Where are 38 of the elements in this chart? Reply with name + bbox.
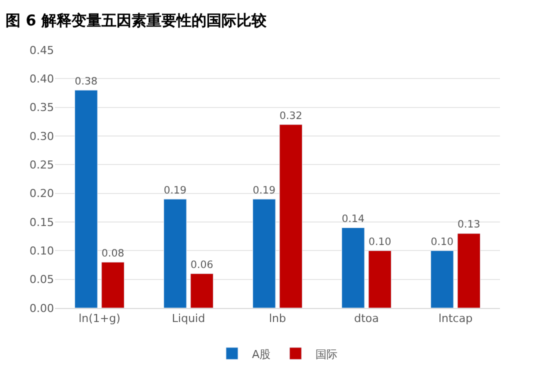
y-tick-label: 0.30: [30, 130, 54, 143]
y-tick-label: 0.25: [30, 158, 54, 172]
bar: [101, 262, 124, 308]
x-tick-label: ln(1+g): [78, 312, 120, 326]
y-tick-label: 0.15: [30, 216, 54, 229]
data-label: 0.32: [280, 110, 302, 122]
bar: [279, 124, 302, 308]
bar: [190, 273, 214, 308]
legend-label: 国际: [316, 348, 338, 361]
y-tick-label: 0.05: [30, 273, 54, 286]
y-tick-label: 0.00: [30, 302, 54, 315]
bar: [164, 198, 187, 308]
chart-title: 图 6 解释变量五因素重要性的国际比较: [6, 12, 268, 30]
x-tick-label: lnb: [268, 312, 286, 326]
x-tick-label: dtoa: [354, 312, 379, 326]
bar: [430, 250, 454, 308]
y-tick-label: 0.40: [30, 72, 54, 86]
data-label: 0.38: [74, 76, 98, 88]
data-label: 0.08: [102, 248, 124, 260]
data-label: 0.13: [458, 220, 480, 231]
data-label: 0.19: [164, 185, 186, 196]
y-tick-label: 0.45: [30, 44, 54, 57]
y-tick-label: 0.10: [30, 244, 54, 258]
data-label: 0.14: [342, 214, 364, 225]
y-tick-label: 0.35: [30, 101, 54, 114]
data-label: 0.19: [252, 185, 276, 196]
y-tick-label: 0.20: [30, 187, 54, 200]
bar: [457, 233, 480, 308]
bar: [342, 227, 365, 308]
bar: [368, 250, 392, 308]
data-label: 0.10: [430, 236, 454, 248]
legend-label: A股: [252, 348, 271, 361]
x-tick-label: lntcap: [438, 312, 473, 326]
x-tick-label: Liquid: [172, 312, 206, 326]
bar: [74, 90, 98, 308]
bar: [252, 198, 276, 308]
data-label: 0.10: [368, 236, 392, 248]
data-label: 0.06: [190, 260, 214, 271]
